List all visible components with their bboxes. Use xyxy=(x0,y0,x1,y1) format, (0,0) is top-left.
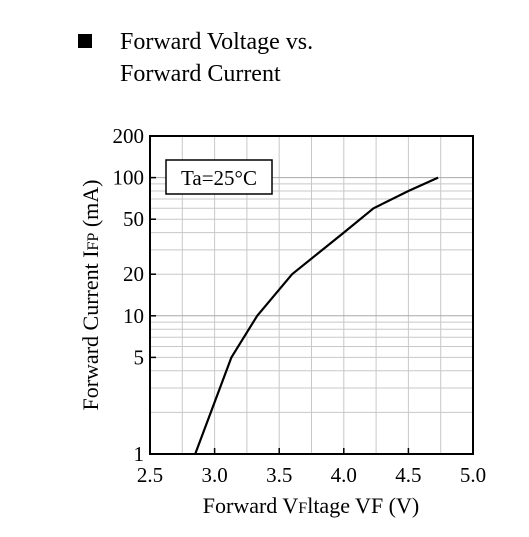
annotation-label: Ta=25°C xyxy=(181,166,257,190)
series-line xyxy=(194,176,439,455)
chart-title-line-2: Forward Current xyxy=(120,61,281,87)
x-axis-label: Forward VFltage VF (V) xyxy=(203,493,419,518)
chart-heading: Forward Voltage vs. Forward Current xyxy=(78,26,313,90)
y-tick-label: 100 xyxy=(113,166,145,190)
y-axis-ticks: 1 5 10 20 50 100 200 xyxy=(113,124,156,466)
y-tick-label: 200 xyxy=(113,124,145,148)
x-tick-label: 3.5 xyxy=(266,463,292,487)
annotation-group: Ta=25°C xyxy=(165,159,273,195)
black-square-icon xyxy=(78,34,92,48)
chart-title-line-1: Forward Voltage vs. xyxy=(120,29,314,55)
x-axis-ticks: 2.5 3.0 3.5 4.0 4.5 5.0 xyxy=(137,448,486,487)
y-tick-label: 20 xyxy=(123,262,144,286)
plot-frame xyxy=(149,135,474,455)
annotation-box xyxy=(165,159,273,195)
y-axis-label: Forward Current IFP (mA) xyxy=(78,179,103,410)
y-tick-label: 1 xyxy=(134,442,145,466)
y-tick-label: 50 xyxy=(123,207,144,231)
y-tick-label: 5 xyxy=(134,345,145,369)
x-tick-label: 2.5 xyxy=(137,463,163,487)
chart-title: Forward Voltage vs. Forward Current xyxy=(120,26,313,90)
x-tick-label: 3.0 xyxy=(201,463,227,487)
y-tick-label: 10 xyxy=(123,304,144,328)
series-group xyxy=(194,176,439,455)
grid xyxy=(150,136,473,454)
x-tick-label: 4.0 xyxy=(331,463,357,487)
x-tick-label: 5.0 xyxy=(460,463,486,487)
x-tick-label: 4.5 xyxy=(395,463,421,487)
